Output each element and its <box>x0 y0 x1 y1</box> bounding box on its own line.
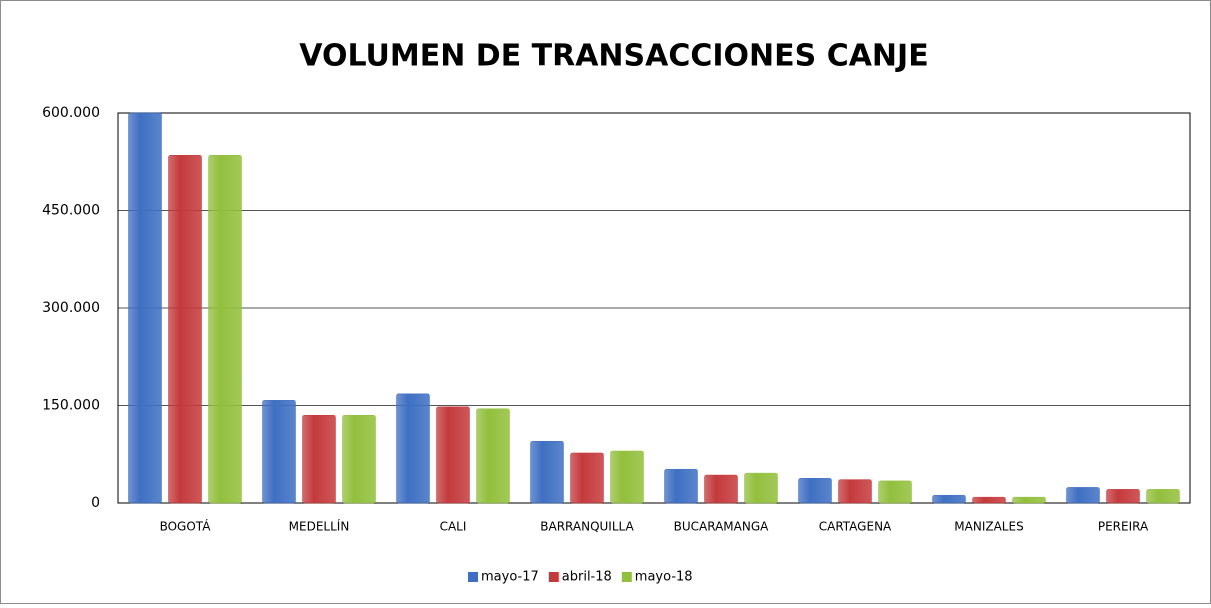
legend-swatch <box>468 572 478 582</box>
bar <box>704 474 738 504</box>
bar <box>396 393 430 504</box>
x-tick-label: MANIZALES <box>954 520 1023 534</box>
bar <box>436 406 470 504</box>
x-tick-label: PEREIRA <box>1098 520 1149 534</box>
bar <box>932 494 966 504</box>
y-tick-label: 300.000 <box>42 300 100 316</box>
bar <box>342 415 376 504</box>
bar <box>610 450 644 504</box>
bar <box>530 441 564 504</box>
bar <box>1106 489 1140 504</box>
bar <box>476 408 510 504</box>
y-tick-label: 600.000 <box>42 105 100 121</box>
bar <box>1066 487 1100 504</box>
bar <box>1146 489 1180 504</box>
bar <box>302 415 336 504</box>
plot-area-border <box>117 112 1191 504</box>
x-tick-label: BARRANQUILLA <box>540 520 634 534</box>
x-tick-label: BOGOTÁ <box>160 519 212 534</box>
bar <box>838 479 872 504</box>
bar <box>878 480 912 504</box>
legend-label: abril-18 <box>562 570 612 585</box>
bar <box>1012 496 1046 504</box>
x-tick-label: MEDELLÍN <box>289 519 350 534</box>
bar <box>570 452 604 504</box>
bar <box>168 155 202 504</box>
legend-swatch <box>621 572 632 582</box>
bar <box>664 468 698 504</box>
legend-swatch <box>548 572 559 582</box>
bar <box>262 400 296 504</box>
bar <box>972 496 1006 504</box>
y-tick-label: 450.000 <box>42 203 100 219</box>
x-tick-label: CALI <box>440 520 467 534</box>
y-tick-label: 0 <box>91 495 100 511</box>
bar <box>208 155 242 504</box>
x-tick-label: CARTAGENA <box>819 520 892 534</box>
chart-title: VOLUMEN DE TRANSACCIONES CANJE <box>299 39 928 74</box>
bar <box>744 472 778 504</box>
legend-label: mayo-18 <box>635 570 693 585</box>
x-tick-label: BUCARAMANGA <box>674 520 770 534</box>
legend-label: mayo-17 <box>481 570 539 585</box>
y-tick-label: 150.000 <box>42 398 100 414</box>
bar <box>128 112 162 504</box>
bar <box>798 478 832 504</box>
